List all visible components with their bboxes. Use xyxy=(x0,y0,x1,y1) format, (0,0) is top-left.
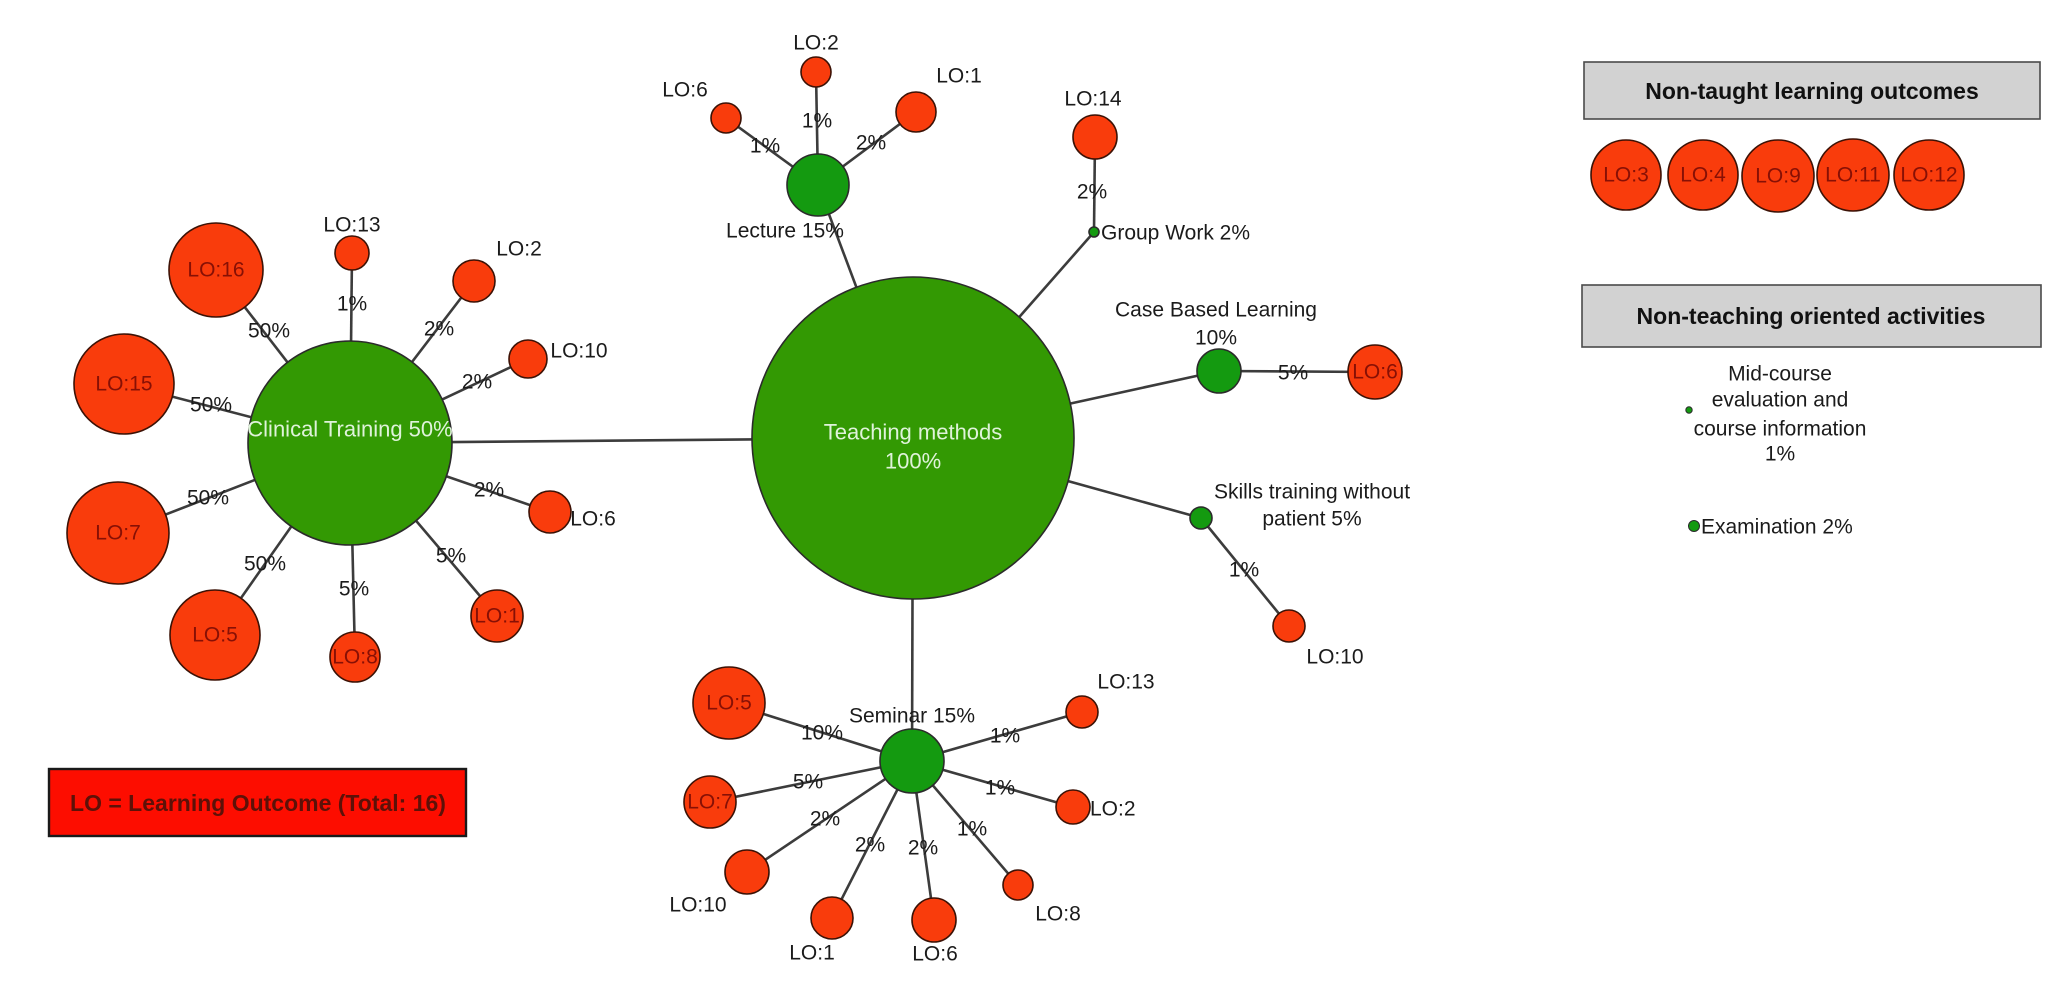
svg-text:LO:6: LO:6 xyxy=(570,508,616,531)
svg-text:5%: 5% xyxy=(436,545,466,568)
svg-text:course information: course information xyxy=(1694,418,1867,441)
svg-text:patient 5%: patient 5% xyxy=(1262,508,1361,531)
svg-text:Seminar 15%: Seminar 15% xyxy=(849,705,975,728)
svg-text:Non-teaching oriented activiti: Non-teaching oriented activities xyxy=(1637,303,1986,329)
svg-text:LO = Learning Outcome (Total:: LO = Learning Outcome (Total: 16) xyxy=(70,790,446,816)
svg-text:LO:6: LO:6 xyxy=(662,79,708,102)
svg-text:LO:10: LO:10 xyxy=(1306,646,1363,669)
svg-text:10%: 10% xyxy=(1195,327,1237,350)
svg-text:LO:10: LO:10 xyxy=(669,894,726,917)
svg-text:LO:11: LO:11 xyxy=(1825,164,1881,187)
svg-text:LO:15: LO:15 xyxy=(95,373,152,396)
svg-text:Skills training without: Skills training without xyxy=(1214,481,1410,504)
svg-text:LO:8: LO:8 xyxy=(1035,903,1081,926)
svg-text:LO:7: LO:7 xyxy=(95,522,141,545)
svg-text:LO:13: LO:13 xyxy=(323,214,380,237)
svg-text:1%: 1% xyxy=(990,725,1020,748)
svg-text:10%: 10% xyxy=(801,722,843,745)
svg-text:LO:6: LO:6 xyxy=(912,943,958,966)
svg-text:2%: 2% xyxy=(810,808,840,831)
svg-text:LO:16: LO:16 xyxy=(187,259,244,282)
svg-text:Lecture 15%: Lecture 15% xyxy=(726,220,844,243)
svg-text:1%: 1% xyxy=(1765,443,1795,466)
svg-text:1%: 1% xyxy=(1229,559,1259,582)
svg-text:5%: 5% xyxy=(1278,362,1308,385)
svg-text:2%: 2% xyxy=(908,837,938,860)
svg-text:50%: 50% xyxy=(244,553,286,576)
svg-text:LO:5: LO:5 xyxy=(192,624,238,647)
svg-text:1%: 1% xyxy=(750,135,780,158)
svg-text:LO:7: LO:7 xyxy=(687,791,733,814)
svg-text:LO:2: LO:2 xyxy=(1090,798,1136,821)
svg-text:LO:2: LO:2 xyxy=(793,32,839,55)
svg-text:5%: 5% xyxy=(339,578,369,601)
svg-text:LO:13: LO:13 xyxy=(1097,671,1154,694)
svg-text:2%: 2% xyxy=(462,371,492,394)
svg-text:LO:10: LO:10 xyxy=(550,340,607,363)
svg-text:1%: 1% xyxy=(985,777,1015,800)
svg-text:2%: 2% xyxy=(856,132,886,155)
svg-text:1%: 1% xyxy=(802,110,832,133)
svg-text:LO:6: LO:6 xyxy=(1352,361,1398,384)
svg-text:LO:2: LO:2 xyxy=(496,238,542,261)
svg-text:LO:14: LO:14 xyxy=(1064,88,1122,111)
svg-text:Non-taught learning outcomes: Non-taught learning outcomes xyxy=(1645,78,1979,104)
svg-text:Teaching methods: Teaching methods xyxy=(824,420,1003,445)
svg-text:1%: 1% xyxy=(957,818,987,841)
svg-text:50%: 50% xyxy=(190,394,232,417)
svg-text:LO:1: LO:1 xyxy=(789,942,835,965)
svg-text:50%: 50% xyxy=(248,320,290,343)
svg-text:2%: 2% xyxy=(474,479,504,502)
svg-text:5%: 5% xyxy=(793,771,823,794)
svg-text:LO:8: LO:8 xyxy=(332,646,378,669)
svg-text:2%: 2% xyxy=(1077,181,1107,204)
svg-text:LO:1: LO:1 xyxy=(936,65,982,88)
svg-text:LO:12: LO:12 xyxy=(1900,164,1957,187)
svg-text:1%: 1% xyxy=(337,293,367,316)
svg-text:Examination 2%: Examination 2% xyxy=(1701,516,1853,539)
svg-text:LO:9: LO:9 xyxy=(1755,165,1801,188)
svg-text:LO:3: LO:3 xyxy=(1603,164,1649,187)
svg-text:2%: 2% xyxy=(424,318,454,341)
svg-text:Group Work 2%: Group Work 2% xyxy=(1101,222,1250,245)
svg-text:LO:4: LO:4 xyxy=(1680,164,1726,187)
svg-text:Mid-course: Mid-course xyxy=(1728,363,1832,386)
svg-text:100%: 100% xyxy=(885,449,941,474)
svg-text:2%: 2% xyxy=(855,834,885,857)
svg-text:Clinical Training 50%: Clinical Training 50% xyxy=(247,417,452,442)
svg-text:evaluation and: evaluation and xyxy=(1712,389,1849,412)
svg-text:50%: 50% xyxy=(187,487,229,510)
svg-text:LO:5: LO:5 xyxy=(706,692,752,715)
svg-text:Case Based Learning: Case Based Learning xyxy=(1115,299,1317,322)
svg-text:LO:1: LO:1 xyxy=(474,605,520,628)
